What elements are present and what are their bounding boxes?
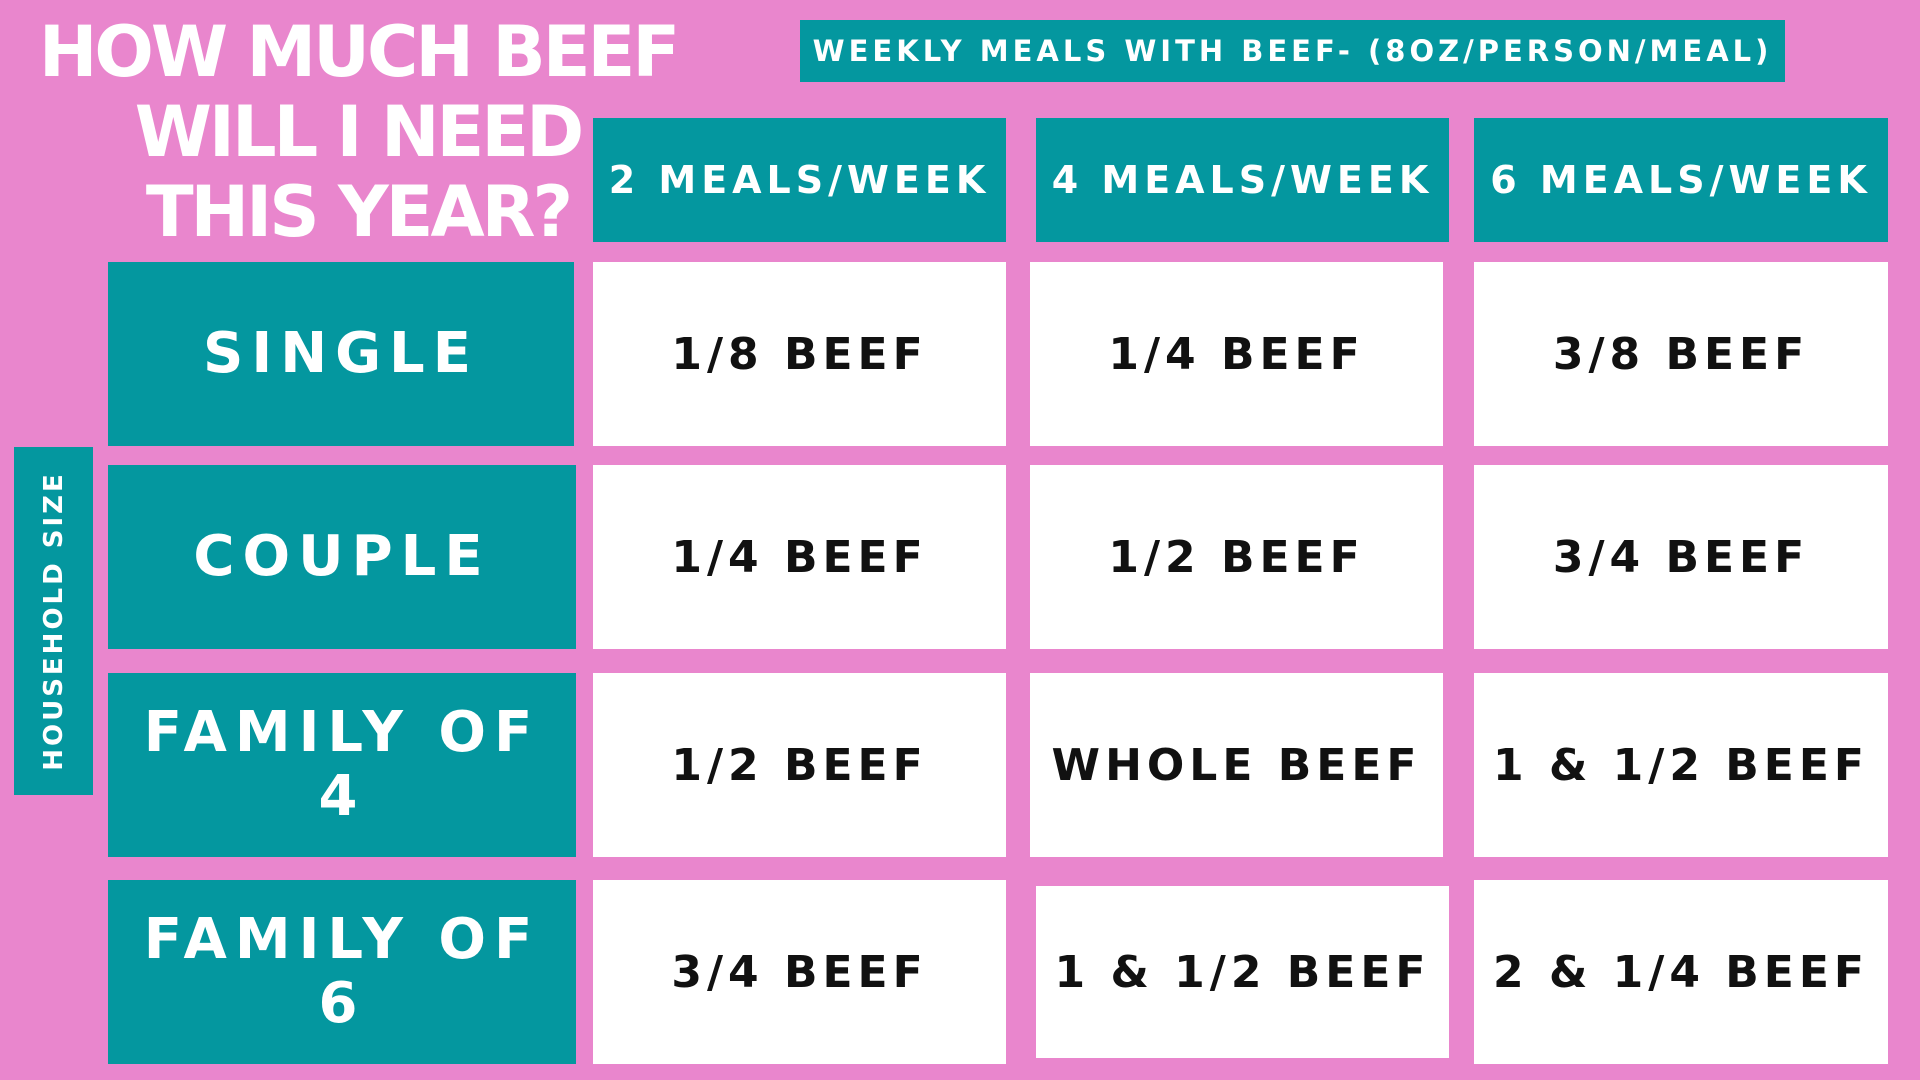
table-cell-couple-4-meals: 1/2 BEEF <box>1030 465 1443 649</box>
row-group-banner: HOUSEHOLD SIZE <box>14 447 93 795</box>
table-cell-couple-6-meals: 3/4 BEEF <box>1474 465 1888 649</box>
table-cell-single-6-meals: 3/8 BEEF <box>1474 262 1888 446</box>
title-line-2: WILL I NEED <box>134 91 585 173</box>
table-cell-single-4-meals: 1/4 BEEF <box>1030 262 1443 446</box>
row-header-label: COUPLE <box>193 524 491 589</box>
title-line-1: HOW MUCH BEEF <box>38 11 680 93</box>
table-cell-family-of-4-6-meals: 1 & 1/2 BEEF <box>1474 673 1888 857</box>
column-header-label: 4 MEALS/WEEK <box>1051 158 1434 202</box>
row-header-family-of-4: FAMILY OF 4 <box>108 673 576 857</box>
title-line-3: THIS YEAR? <box>145 171 573 253</box>
column-group-banner: WEEKLY MEALS WITH BEEF- (8OZ/PERSON/MEAL… <box>800 20 1785 82</box>
column-group-label: WEEKLY MEALS WITH BEEF- (8OZ/PERSON/MEAL… <box>812 34 1773 68</box>
column-header-label: 2 MEALS/WEEK <box>608 158 991 202</box>
table-cell-family-of-6-2-meals: 3/4 BEEF <box>593 880 1006 1064</box>
column-header-2-meals: 2 MEALS/WEEK <box>593 118 1006 242</box>
row-header-couple: COUPLE <box>108 465 576 649</box>
row-header-label: FAMILY OF 6 <box>143 907 541 1036</box>
table-cell-family-of-4-4-meals: WHOLE BEEF <box>1030 673 1443 857</box>
column-header-label: 6 MEALS/WEEK <box>1490 158 1872 202</box>
chart-title: HOW MUCH BEEF WILL I NEED THIS YEAR? <box>18 12 698 252</box>
table-cell-family-of-6-6-meals: 2 & 1/4 BEEF <box>1474 880 1888 1064</box>
row-header-family-of-6: FAMILY OF 6 <box>108 880 576 1064</box>
row-header-single: SINGLE <box>108 262 574 446</box>
row-header-label: SINGLE <box>203 321 479 386</box>
table-cell-couple-2-meals: 1/4 BEEF <box>593 465 1006 649</box>
row-header-label: FAMILY OF 4 <box>143 700 541 829</box>
column-header-4-meals: 4 MEALS/WEEK <box>1036 118 1449 242</box>
row-group-label: HOUSEHOLD SIZE <box>38 471 69 771</box>
column-header-6-meals: 6 MEALS/WEEK <box>1474 118 1888 242</box>
table-cell-family-of-4-2-meals: 1/2 BEEF <box>593 673 1006 857</box>
table-cell-single-2-meals: 1/8 BEEF <box>593 262 1006 446</box>
table-cell-family-of-6-4-meals: 1 & 1/2 BEEF <box>1036 886 1449 1058</box>
